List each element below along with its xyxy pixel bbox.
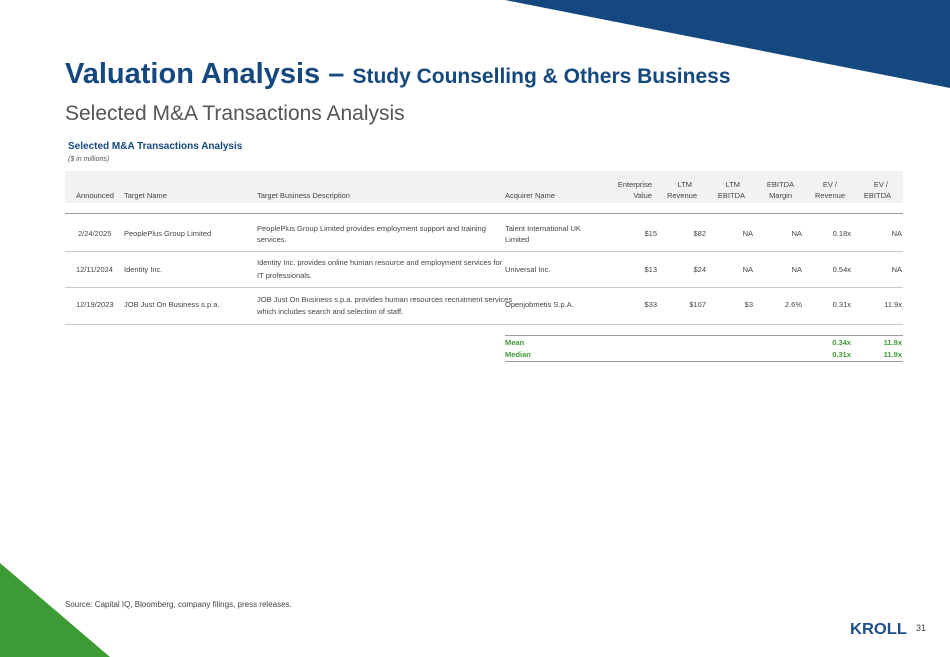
cell-description-line2: IT professionals. — [257, 271, 312, 280]
page-title-main: Valuation Analysis – — [65, 58, 353, 90]
summary-median-ev-revenue: 0.31x — [832, 350, 851, 359]
cell-ev-revenue: 0.31x — [832, 300, 851, 309]
cell-acquirer-line2: Limited — [505, 235, 530, 244]
corner-decoration-top — [505, 0, 950, 88]
cell-ev-revenue: 0.54x — [832, 265, 851, 274]
header-ltm-ebitda-line2: EBITDA — [717, 191, 745, 200]
cell-acquirer-line1: Openjobmetis S.p.A. — [505, 300, 574, 309]
header-ev-ebitda-line2: EBITDA — [863, 191, 891, 200]
header-margin-line2: Margin — [769, 191, 792, 200]
summary-top-divider — [505, 335, 903, 336]
cell-enterprise-value: $33 — [644, 300, 657, 309]
cell-ebitda-margin: NA — [791, 265, 802, 274]
cell-acquirer-line1: Universal Inc. — [505, 265, 551, 274]
cell-acquirer-line1: Talent International UK — [505, 224, 581, 233]
kroll-logo: KROLL — [850, 621, 907, 637]
summary-mean-label: Mean — [505, 338, 525, 347]
table-title: Selected M&A Transactions Analysis — [68, 141, 243, 152]
table-unit-note: ($ in millions) — [68, 156, 110, 163]
cell-description-line1: JOB Just On Business s.p.a. provides hum… — [257, 295, 513, 304]
row-divider — [65, 287, 903, 288]
cell-ev-ebitda: NA — [891, 229, 902, 238]
page-number: 31 — [916, 623, 927, 633]
cell-target-name: Identity Inc. — [124, 265, 163, 274]
header-ltm-revenue-line2: Revenue — [666, 191, 697, 200]
cell-ltm-revenue: $24 — [693, 265, 706, 274]
cell-enterprise-value: $15 — [644, 229, 657, 238]
header-target-name: Target Name — [124, 191, 167, 200]
header-ev-line1: Enterprise — [617, 180, 652, 189]
page-title-sub: Study Counselling & Others Business — [352, 65, 731, 88]
summary-bottom-divider — [505, 361, 903, 362]
row-divider — [65, 251, 903, 252]
cell-ltm-ebitda: NA — [742, 265, 753, 274]
page-title: Valuation Analysis – Study Counselling &… — [65, 56, 731, 95]
cell-announced: 12/11/2024 — [76, 265, 113, 274]
cell-target-name: JOB Just On Business s.p.a. — [124, 300, 220, 309]
cell-ebitda-margin: 2.6% — [784, 300, 802, 309]
corner-decoration-bottom — [0, 563, 110, 657]
cell-ltm-revenue: $107 — [689, 300, 706, 309]
cell-description-line1: Identity Inc. provides online human reso… — [257, 258, 503, 267]
cell-enterprise-value: $13 — [644, 265, 657, 274]
row-divider — [65, 324, 903, 325]
cell-ltm-ebitda: NA — [742, 229, 753, 238]
header-announced: Announced — [76, 191, 114, 200]
cell-description-line1: PeoplePlus Group Limited provides employ… — [257, 224, 486, 233]
cell-ev-ebitda: 11.9x — [884, 300, 902, 309]
summary-median-label: Median — [505, 350, 531, 359]
header-margin-line1: EBITDA — [766, 180, 794, 189]
cell-description-line2: which includes search and selection of s… — [257, 307, 404, 316]
cell-announced: 2/24/2025 — [78, 229, 112, 238]
source-note: Source: Capital IQ, Bloomberg, company f… — [65, 600, 292, 609]
header-target-description: Target Business Description — [257, 191, 350, 200]
cell-ltm-ebitda: $3 — [744, 300, 753, 309]
summary-mean-ev-revenue: 0.34x — [832, 338, 851, 347]
header-ev-ebitda-line1: EV / — [873, 180, 888, 189]
header-divider — [65, 213, 903, 214]
table-header-band — [65, 171, 903, 203]
cell-announced: 12/19/2023 — [76, 300, 114, 309]
header-ev-line2: Value — [633, 191, 652, 200]
summary-mean-ev-ebitda: 11.9x — [883, 338, 902, 347]
header-acquirer-name: Acquirer Name — [505, 191, 556, 200]
page-subtitle: Selected M&A Transactions Analysis — [65, 102, 405, 125]
header-ev-revenue-line2: Revenue — [814, 191, 845, 200]
cell-ev-revenue: 0.18x — [832, 229, 851, 238]
header-ev-revenue-line1: EV / — [822, 180, 837, 189]
header-ltm-ebitda-line1: LTM — [725, 180, 740, 189]
cell-ebitda-margin: NA — [791, 229, 802, 238]
header-ltm-revenue-line1: LTM — [677, 180, 692, 189]
cell-ltm-revenue: $82 — [693, 229, 706, 238]
cell-ev-ebitda: NA — [891, 265, 902, 274]
cell-description-line2: services. — [257, 235, 287, 244]
cell-target-name: PeoplePlus Group Limited — [124, 229, 212, 238]
summary-median-ev-ebitda: 11.9x — [883, 350, 902, 359]
kroll-logo-text: KROLL — [850, 621, 907, 637]
